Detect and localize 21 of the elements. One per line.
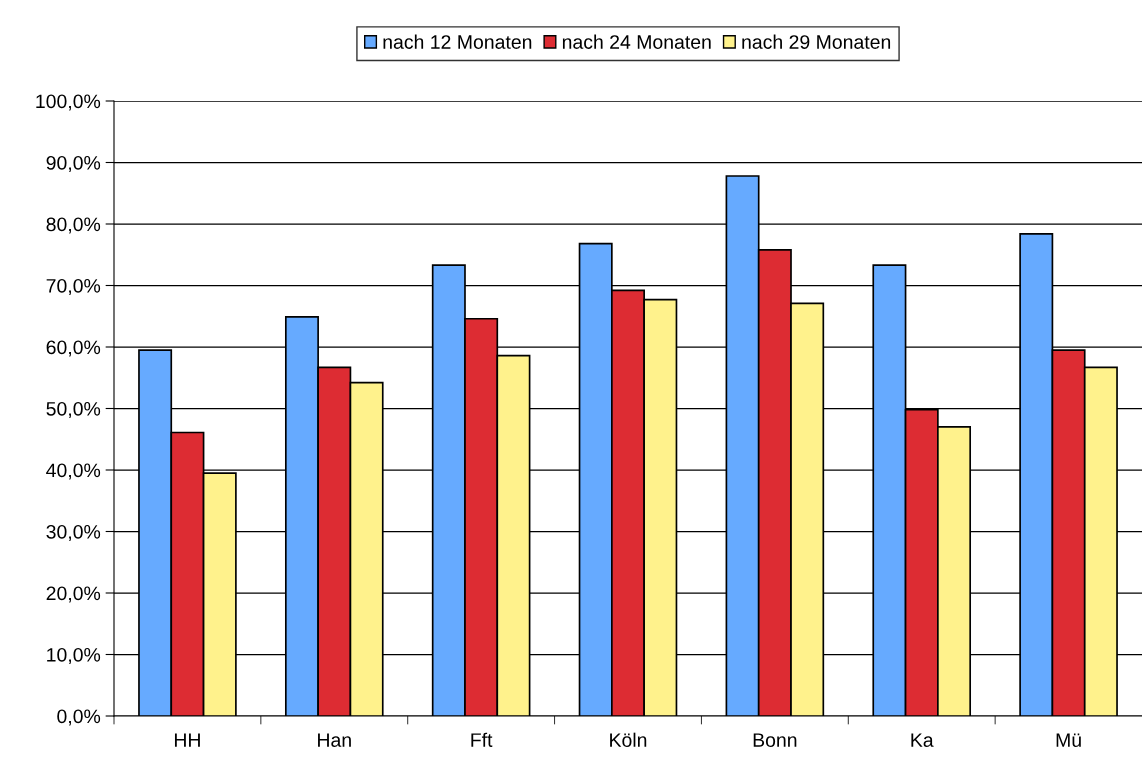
y-tick-label: 30,0% <box>46 524 101 542</box>
legend-label: nach 24 Monaten <box>562 34 711 49</box>
y-tick-label: 0,0% <box>57 709 101 726</box>
x-tick-label: Mü <box>1056 733 1081 747</box>
y-tick-label: 70,0% <box>46 278 101 296</box>
y-tick-label: 60,0% <box>46 340 101 357</box>
x-tick-label: Köln <box>610 732 647 747</box>
y-tick-label: 40,0% <box>46 463 101 480</box>
y-tick-label: 90,0% <box>46 155 101 173</box>
y-tick-label: 100,0% <box>36 94 101 111</box>
legend-label: nach 29 Monaten <box>742 34 891 49</box>
x-tick-label: Han <box>318 733 351 747</box>
y-tick-label: 50,0% <box>46 401 101 419</box>
x-tick-label: Fft <box>471 732 493 747</box>
x-tick-label: Ka <box>911 733 934 747</box>
legend-label: nach 12 Monaten <box>383 34 532 49</box>
y-tick-label: 10,0% <box>47 647 101 665</box>
x-tick-label: HH <box>174 733 200 747</box>
y-tick-label: 20,0% <box>46 586 101 603</box>
y-tick-label: 80,0% <box>46 217 101 234</box>
x-tick-label: Bonn <box>753 733 797 747</box>
